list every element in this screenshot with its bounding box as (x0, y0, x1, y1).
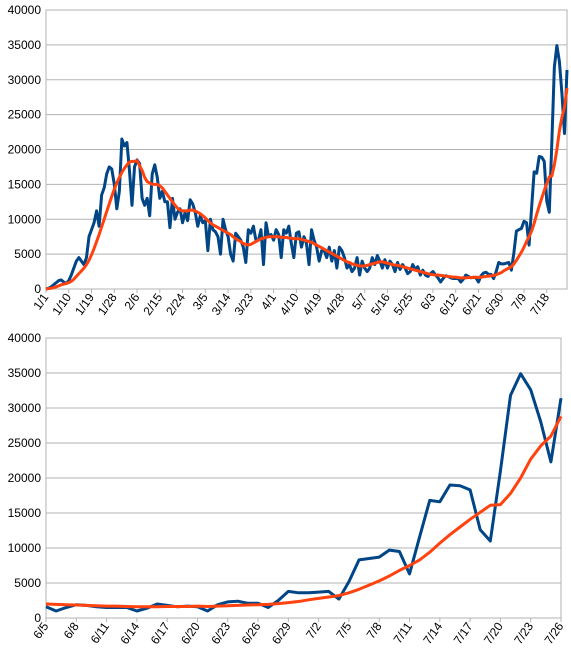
x-tick-label: 6/17 (148, 619, 173, 646)
x-tick-label: 2/15 (140, 290, 165, 317)
y-tick-label: 5000 (14, 576, 41, 590)
y-tick-label: 15000 (8, 506, 42, 520)
y-tick-label: 10000 (8, 212, 42, 226)
x-tick-label: 7/14 (420, 619, 445, 646)
x-tick-label: 2/6 (121, 290, 142, 312)
x-tick-label: 3/23 (231, 290, 256, 317)
y-tick-label: 10000 (8, 541, 42, 555)
x-tick-label: 6/3 (417, 290, 438, 312)
x-tick-label: 6/23 (208, 619, 233, 646)
x-tick-label: 6/21 (459, 290, 484, 317)
y-tick-label: 35000 (8, 38, 42, 52)
y-tick-label: 30000 (8, 401, 42, 415)
x-tick-label: 5/7 (349, 290, 370, 312)
x-tick-label: 6/11 (88, 619, 113, 646)
x-tick-label: 4/28 (322, 290, 347, 317)
x-tick-label: 5/16 (368, 290, 393, 317)
y-tick-label: 40000 (8, 331, 42, 345)
x-tick-label: 6/8 (61, 619, 82, 641)
y-tick-label: 5000 (14, 247, 41, 261)
x-tick-label: 7/26 (542, 619, 567, 646)
x-tick-label: 7/17 (451, 619, 476, 646)
x-tick-label: 7/9 (508, 290, 529, 312)
x-tick-label: 7/11 (391, 619, 416, 646)
series-line (45, 87, 569, 291)
x-tick-label: 1/10 (49, 290, 74, 317)
y-tick-label: 40000 (8, 3, 42, 17)
x-tick-label: 2/24 (163, 290, 188, 317)
x-tick-label: 7/2 (303, 619, 324, 641)
y-tick-label: 20000 (8, 471, 42, 485)
series-line (45, 372, 563, 613)
x-tick-label: 5/25 (391, 290, 416, 317)
x-tick-label: 6/26 (239, 619, 264, 646)
y-tick-label: 25000 (8, 436, 42, 450)
y-tick-label: 0 (34, 282, 41, 296)
line-chart: 0 5000 10000 15000 20000 25000 30000 35000 40000… (8, 331, 567, 647)
x-tick-label: 6/12 (436, 290, 461, 317)
x-tick-label: 6/30 (482, 290, 507, 317)
x-tick-label: 7/18 (527, 290, 552, 317)
y-tick-label: 30000 (8, 73, 42, 87)
x-tick-label: 1/19 (72, 290, 97, 317)
plot-frame (45, 9, 568, 290)
y-tick-label: 35000 (8, 366, 42, 380)
y-tick-label: 20000 (8, 143, 42, 157)
series-line (45, 415, 563, 609)
x-tick-label: 4/1 (258, 290, 279, 312)
x-tick-label: 7/20 (481, 619, 506, 646)
x-tick-label: 6/20 (178, 619, 203, 646)
x-tick-label: 7/5 (333, 619, 354, 641)
x-tick-label: 1/28 (95, 290, 120, 317)
x-tick-label: 6/14 (117, 619, 142, 646)
y-tick-label: 15000 (8, 177, 42, 191)
x-tick-label: 3/14 (209, 290, 234, 317)
plot-frame (45, 337, 562, 619)
x-tick-label: 6/29 (269, 619, 294, 646)
x-tick-label: 7/8 (364, 619, 385, 641)
y-tick-label: 25000 (8, 108, 42, 122)
x-tick-label: 3/5 (190, 290, 211, 312)
x-tick-label: 4/19 (300, 290, 325, 317)
x-tick-label: 4/10 (277, 290, 302, 317)
line-chart: 0 5000 10000 15000 20000 25000 30000 35000 40000… (8, 3, 569, 318)
y-tick-label: 0 (34, 611, 41, 625)
x-tick-label: 7/23 (511, 619, 536, 646)
